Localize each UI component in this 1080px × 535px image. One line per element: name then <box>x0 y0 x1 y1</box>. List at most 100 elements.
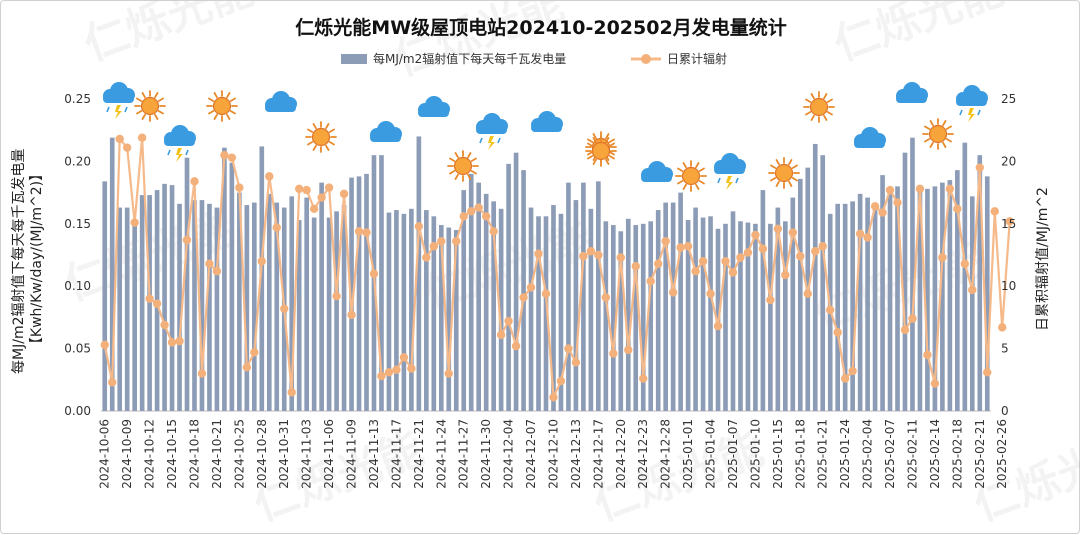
bar <box>207 203 212 411</box>
line-point <box>429 242 439 251</box>
line-point <box>212 267 222 276</box>
bar <box>670 202 676 411</box>
sun-ray <box>325 144 330 151</box>
sun-ray <box>470 157 477 162</box>
sun-ray <box>810 114 815 121</box>
sun-icon <box>206 90 238 122</box>
sun-ray <box>677 180 684 185</box>
line-point <box>990 207 999 216</box>
sun-ray <box>587 151 594 156</box>
radiation-line <box>103 136 1011 399</box>
bar <box>192 200 197 411</box>
bar <box>969 196 975 411</box>
cloud-base <box>265 104 296 112</box>
x-tick-label: 2025-02-07 <box>883 419 897 489</box>
sun-ray <box>924 125 931 130</box>
line-point <box>938 253 947 262</box>
bar <box>812 143 818 411</box>
legend-line-marker <box>641 54 651 64</box>
line-point <box>923 350 932 360</box>
line-point <box>571 358 581 367</box>
rain-icon <box>714 153 746 190</box>
sun-ray <box>587 138 594 143</box>
watermark-text: 仁烁光能 <box>387 1 570 86</box>
rain-icon <box>476 113 508 150</box>
line-point <box>280 304 289 313</box>
line-point <box>504 316 513 326</box>
line-point <box>227 153 237 162</box>
line-point <box>467 207 476 216</box>
line-point <box>960 259 970 268</box>
x-tick-label: 2025-01-21 <box>816 419 830 489</box>
sun-ray <box>791 177 798 182</box>
line-point <box>766 295 775 305</box>
rain-icon <box>956 85 988 122</box>
bar <box>296 220 302 411</box>
legend-line-label: 日累计辐射 <box>667 51 727 66</box>
sun-ray <box>229 110 236 115</box>
bar <box>573 200 579 411</box>
bar <box>252 202 257 411</box>
line-point <box>309 204 319 214</box>
bar <box>416 136 422 411</box>
sun-icon <box>447 150 479 182</box>
bar <box>117 207 123 411</box>
line-point <box>855 229 865 238</box>
bar <box>551 205 556 411</box>
line-point <box>100 340 109 350</box>
line-point <box>541 289 551 298</box>
sun-icon <box>922 118 954 150</box>
y-left-tick-label: 0.25 <box>64 92 91 106</box>
line-point <box>698 257 708 266</box>
line-point <box>407 364 416 373</box>
line-point <box>631 262 640 271</box>
bar <box>775 207 781 411</box>
line-point <box>676 243 685 252</box>
x-tick-label: 2025-01-18 <box>793 419 807 489</box>
bar <box>528 207 534 411</box>
bar <box>341 205 347 411</box>
x-tick-label: 2024-11-30 <box>479 419 493 489</box>
y-axis-left: 0.00 0.05 0.10 0.15 0.20 0.25 <box>64 92 91 418</box>
bar <box>222 147 227 412</box>
bar <box>790 197 796 411</box>
line-point <box>885 185 895 195</box>
y-right-tick-label: 5 <box>1001 342 1009 356</box>
rain-drop <box>959 109 963 116</box>
line-point <box>294 184 304 194</box>
cloud-base <box>854 140 885 148</box>
line-point <box>257 257 266 266</box>
cloud-base <box>956 98 987 106</box>
line-point <box>496 330 506 340</box>
bar <box>610 225 616 411</box>
bar <box>925 188 930 411</box>
x-tick-label: 2025-02-26 <box>995 419 1009 489</box>
y-axis-right: 0 5 10 15 20 25 <box>1001 92 1016 418</box>
sun-ray <box>592 137 597 144</box>
sun-ray <box>307 128 314 133</box>
chart-title: 仁烁光能MW级屋顶电站202410-202502月发电量统计 <box>295 16 786 39</box>
sun-ray <box>449 170 456 175</box>
x-tick-label: 2024-12-10 <box>547 419 561 489</box>
bar <box>648 221 654 411</box>
bar <box>566 182 571 411</box>
line-point <box>250 348 259 357</box>
bar <box>962 142 968 411</box>
y-left-tick-label: 0.15 <box>64 217 91 231</box>
lightning-bolt <box>488 136 495 150</box>
lightning-bolt <box>115 105 122 119</box>
sun-ray <box>454 152 459 159</box>
weather-icons <box>103 82 988 192</box>
line-point <box>474 203 483 212</box>
cloud-icon <box>265 91 297 112</box>
sun-disc <box>591 141 611 161</box>
lightning-bolt <box>968 108 975 122</box>
bar <box>618 231 624 411</box>
sun-ray <box>770 177 777 182</box>
line-point <box>384 368 394 377</box>
y-right-tick-label: 10 <box>1001 279 1016 293</box>
cloud-base <box>714 166 745 174</box>
sun-ray <box>141 113 146 120</box>
line-point <box>975 163 984 172</box>
line-point <box>998 323 1007 332</box>
